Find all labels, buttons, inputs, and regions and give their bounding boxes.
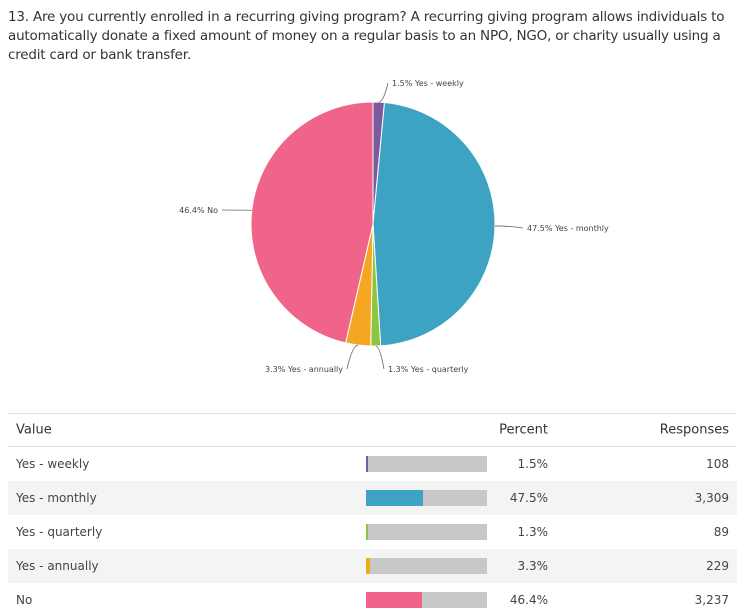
table-row: No 46.4% 3,237 [8, 583, 737, 614]
leader-line [378, 82, 389, 103]
row-percent: 1.5% [517, 457, 549, 471]
percent-bar [366, 558, 487, 574]
row-percent: 46.4% [509, 593, 548, 607]
percent-bar-fill [366, 456, 368, 472]
pie-slice [250, 101, 374, 344]
row-responses: 89 [713, 525, 729, 539]
results-table: Value Percent Responses Yes - weekly 1.5… [8, 413, 737, 614]
row-responses: 229 [706, 559, 729, 573]
row-percent: 3.3% [517, 559, 549, 573]
row-percent: 1.3% [517, 525, 549, 539]
percent-bar [366, 490, 487, 506]
row-value: Yes - quarterly [16, 525, 103, 539]
percent-bar-fill [366, 490, 424, 506]
pie-label: 3.3% Yes - annually [265, 365, 343, 374]
pie-slice [372, 101, 496, 347]
percent-bar-fill [366, 524, 368, 540]
pie-chart: 1.5% Yes - weekly 47.5% Yes - monthly 1.3%… [179, 79, 609, 374]
leader-line [494, 225, 524, 229]
pie-label: 1.5% Yes - weekly [392, 79, 464, 88]
row-percent: 47.5% [509, 491, 548, 505]
table-row: Yes - weekly 1.5% 108 [8, 447, 737, 481]
percent-bar-fill [366, 592, 423, 608]
table-row: Yes - annually 3.3% 229 [8, 549, 737, 583]
table-row: Yes - monthly 47.5% 3,309 [8, 481, 737, 515]
row-responses: 108 [706, 457, 729, 471]
percent-bar [366, 524, 487, 540]
percent-bar [366, 456, 487, 472]
pie-label: 1.3% Yes - quarterly [388, 365, 469, 374]
leader-line [375, 345, 385, 370]
percent-bar [366, 592, 487, 608]
row-value: Yes - monthly [16, 491, 97, 505]
row-responses: 3,237 [694, 593, 729, 607]
table-header: Value Percent Responses [8, 414, 737, 447]
header-percent: Percent [499, 422, 548, 438]
header-value: Value [16, 422, 52, 438]
leader-line [346, 344, 359, 370]
row-responses: 3,309 [694, 491, 729, 505]
pie-label: 47.5% Yes - monthly [527, 224, 609, 233]
percent-bar-fill [366, 558, 370, 574]
row-value: Yes - weekly [16, 457, 90, 471]
pie-label: 46.4% No [179, 206, 218, 215]
row-value: No [16, 593, 33, 607]
question-title: 13. Are you currently enrolled in a recu… [8, 9, 725, 63]
header-responses: Responses [659, 422, 729, 438]
table-row: Yes - quarterly 1.3% 89 [8, 515, 737, 549]
row-value: Yes - annually [16, 559, 99, 573]
